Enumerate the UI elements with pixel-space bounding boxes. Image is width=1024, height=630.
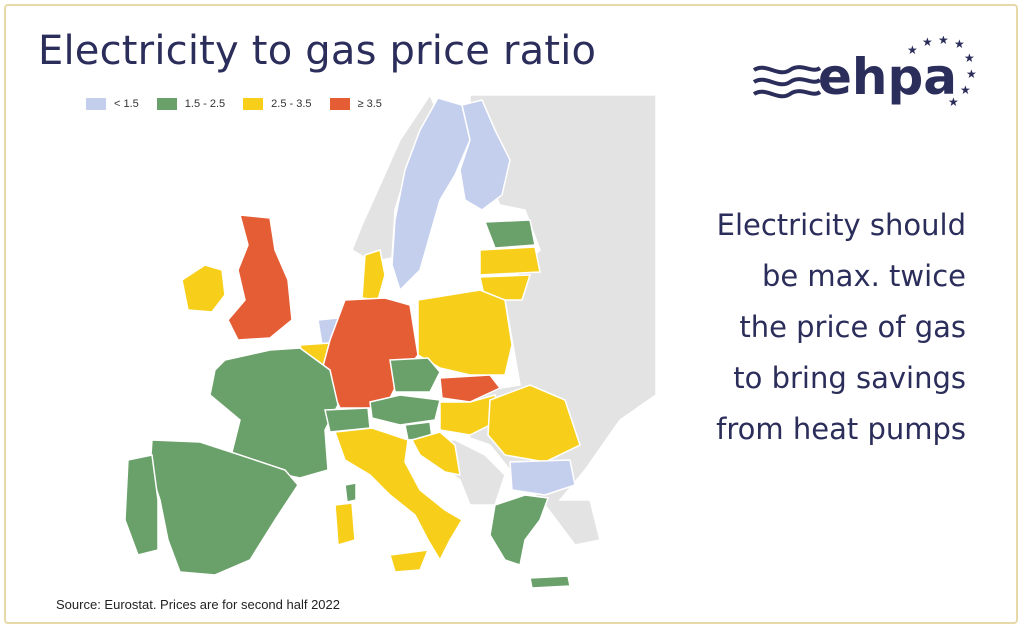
legend-swatch-2-5-3-5	[243, 98, 264, 110]
svg-text:★: ★	[966, 67, 977, 81]
map-legend: < 1.5 1.5 - 2.5 2.5 - 3.5 ≥ 3.5	[86, 98, 400, 110]
side-message: Electricity should be max. twice the pri…	[636, 200, 966, 455]
region-croatia	[410, 431, 461, 476]
europe-map	[124, 95, 657, 589]
legend-swatch-1-5-2-5	[156, 98, 177, 110]
side-message-line: from heat pumps	[716, 412, 966, 446]
svg-text:★: ★	[960, 83, 971, 97]
legend-label: ≥ 3.5	[357, 98, 382, 110]
region-denmark	[361, 249, 386, 301]
region-france	[209, 347, 339, 479]
side-message-line: Electricity should	[716, 208, 966, 242]
region-estonia	[483, 219, 536, 249]
legend-swatch-lt-1-5	[86, 98, 106, 110]
legend-item: 1.5 - 2.5	[156, 98, 226, 110]
ehpa-logo: ehpa ★ ★ ★ ★ ★ ★ ★ ★	[752, 36, 977, 116]
legend-item: ≥ 3.5	[329, 98, 382, 110]
logo-stars-icon: ★★ ★ ★★★ ★★	[907, 36, 977, 109]
region-finland	[459, 99, 511, 211]
legend-label: 2.5 - 3.5	[271, 98, 312, 110]
region-italy	[333, 427, 464, 562]
region-uk	[227, 214, 293, 341]
source-note: Source: Eurostat. Prices are for second …	[56, 597, 340, 612]
region-sweden	[391, 97, 471, 292]
side-message-line: the price of gas	[739, 310, 966, 344]
svg-text:★: ★	[948, 95, 959, 109]
page-title: Electricity to gas price ratio	[38, 28, 597, 74]
region-greece	[489, 494, 550, 566]
region-corsica	[344, 482, 357, 503]
region-ireland	[181, 264, 226, 313]
region-sicily	[389, 549, 430, 573]
region-crete	[529, 575, 571, 589]
region-romania	[487, 384, 581, 463]
region-latvia	[479, 246, 541, 276]
region-czechia	[389, 357, 441, 393]
legend-swatch-gte-3-5	[329, 98, 350, 110]
svg-text:★: ★	[954, 37, 965, 51]
svg-text:★: ★	[922, 36, 933, 49]
logo-waves-icon	[752, 65, 822, 99]
region-portugal	[124, 454, 159, 556]
legend-item: 2.5 - 3.5	[243, 98, 312, 110]
logo-text: ehpa	[818, 48, 958, 106]
svg-text:★: ★	[964, 51, 975, 65]
region-spain	[149, 439, 299, 576]
region-bulgaria	[509, 459, 576, 496]
region-sardinia	[334, 502, 356, 546]
side-message-line: be max. twice	[761, 259, 966, 293]
region-slovakia	[439, 374, 502, 403]
region-austria	[369, 394, 441, 426]
svg-text:★: ★	[938, 36, 949, 47]
legend-label: 1.5 - 2.5	[184, 98, 226, 110]
legend-label: < 1.5	[114, 98, 139, 110]
svg-text:★: ★	[907, 43, 918, 57]
side-message-line: to bring savings	[733, 361, 966, 395]
legend-item: < 1.5	[86, 98, 139, 110]
